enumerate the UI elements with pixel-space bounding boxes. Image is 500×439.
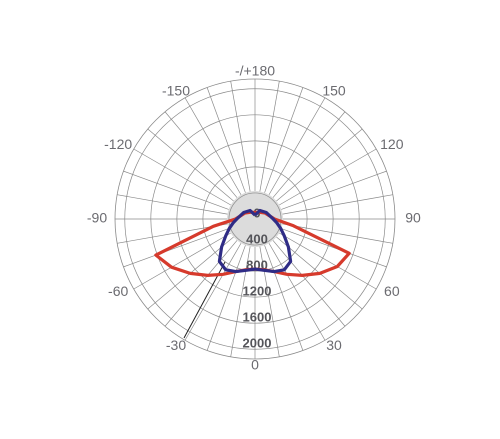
angle-label: 30 (326, 337, 342, 353)
spoke (123, 170, 229, 210)
r-tick-label: 2000 (243, 336, 272, 351)
spoke (281, 170, 387, 210)
spoke (123, 228, 229, 268)
center-disc (227, 191, 283, 247)
spoke (268, 97, 326, 195)
polar-curve (217, 208, 293, 274)
spoke (279, 148, 377, 206)
spoke (282, 194, 393, 215)
spoke (281, 228, 387, 268)
angle-label: -150 (162, 82, 190, 98)
spoke (264, 87, 304, 193)
spoke (264, 245, 304, 351)
angle-label: -30 (166, 337, 186, 353)
spoke (206, 87, 246, 193)
r-tick-label: 400 (246, 231, 268, 246)
spoke (272, 111, 346, 198)
spoke (272, 240, 346, 327)
spoke (133, 232, 231, 290)
angle-label: -60 (108, 283, 128, 299)
spoke (279, 232, 377, 290)
grid-circle (124, 88, 386, 350)
angle-label: -/+180 (235, 63, 275, 79)
spoke (259, 246, 280, 357)
spoke (230, 246, 251, 357)
spoke (268, 243, 326, 341)
spoke (259, 81, 280, 192)
spoke (164, 111, 238, 198)
angle-label: 90 (405, 210, 421, 226)
spoke (282, 223, 393, 244)
angle-label: 60 (384, 283, 400, 299)
spoke (133, 148, 231, 206)
spoke (117, 194, 228, 215)
angle-label: 150 (322, 82, 346, 98)
angle-label: -90 (87, 210, 107, 226)
grid-circle (150, 114, 360, 324)
grid-circle (176, 140, 334, 298)
spoke (164, 240, 238, 327)
r-tick-label: 1600 (243, 310, 272, 325)
spoke (276, 128, 363, 202)
angle-label: 0 (251, 357, 259, 373)
outer-circle (114, 78, 396, 360)
spoke (147, 128, 234, 202)
r-tick-label: 1200 (243, 284, 272, 299)
spoke (184, 243, 242, 341)
grid-circle (202, 166, 308, 272)
angle-label: 120 (380, 136, 404, 152)
angle-label: -120 (104, 136, 132, 152)
spoke (184, 97, 242, 195)
spoke (230, 81, 251, 192)
spoke (206, 245, 246, 351)
grid-circle (228, 192, 282, 246)
